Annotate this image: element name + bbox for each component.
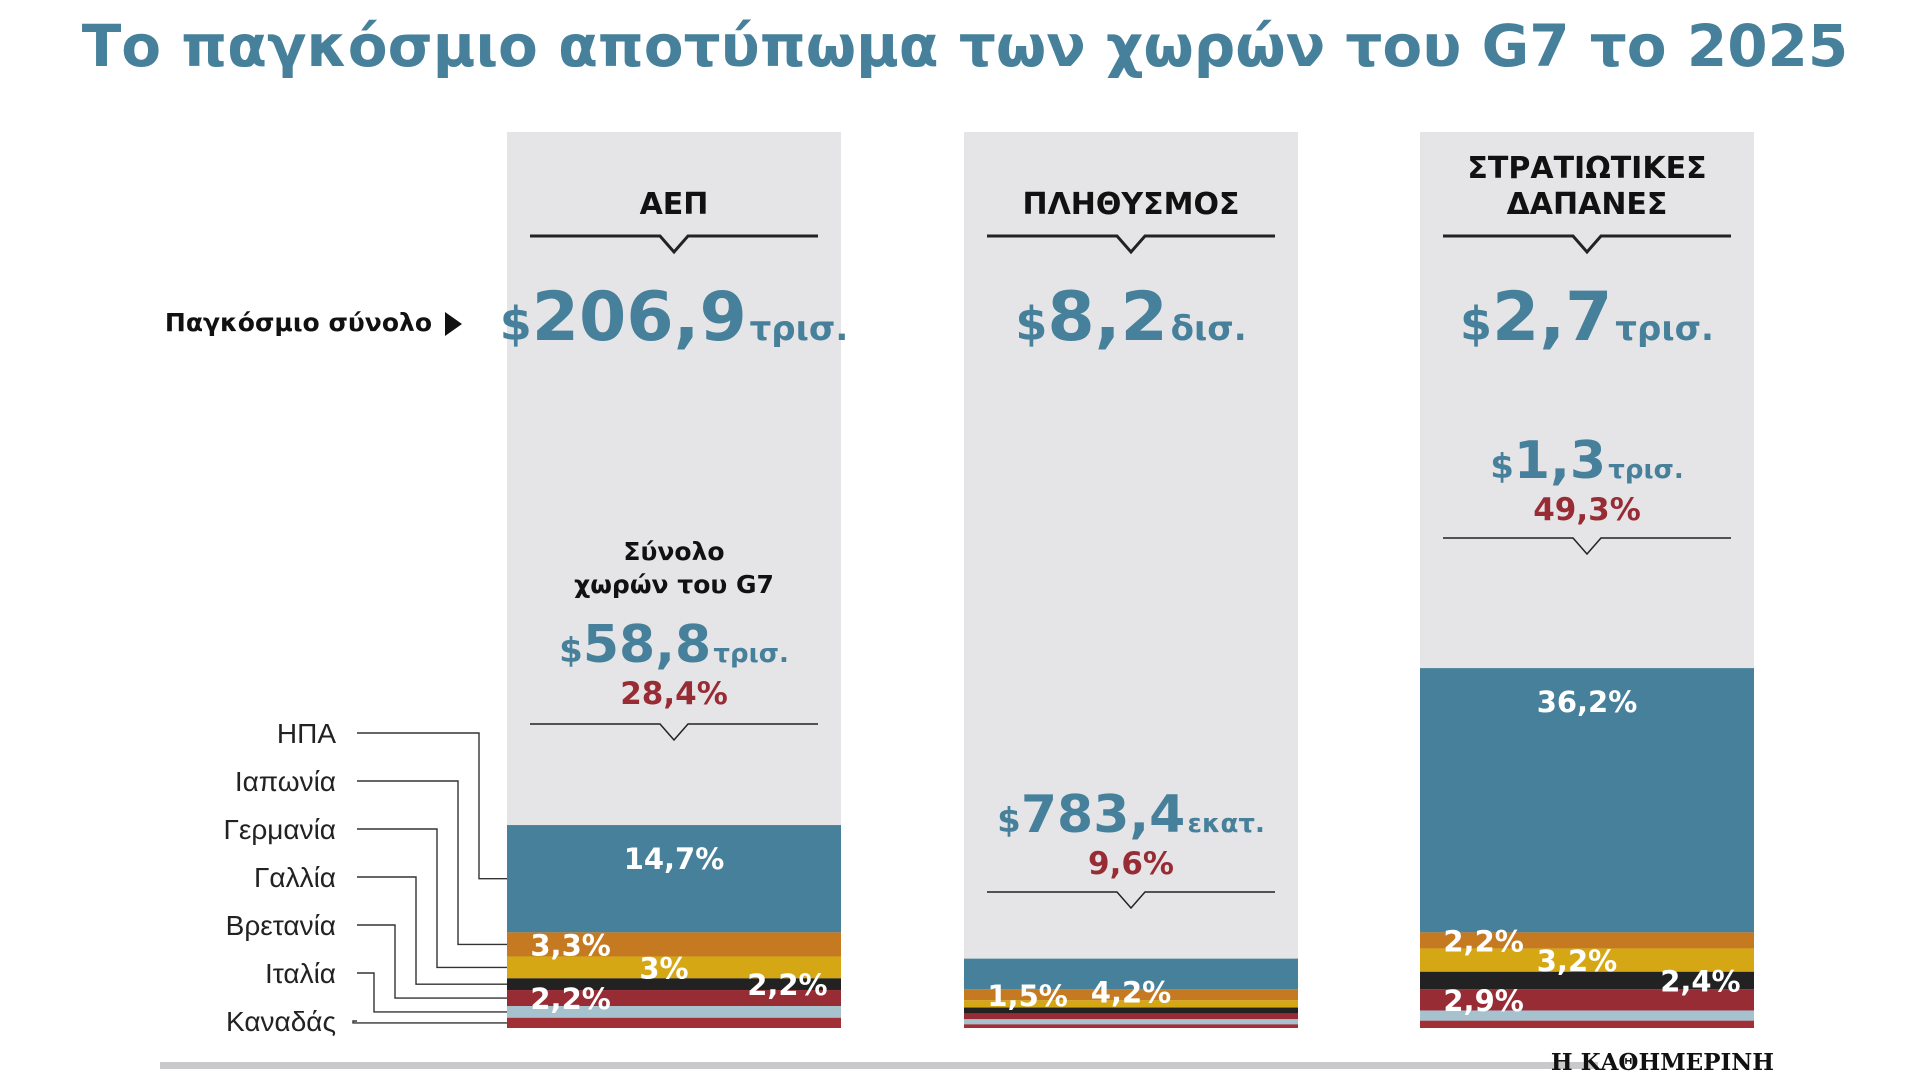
legend-connector-usa xyxy=(357,732,507,880)
bar-segment-gdp-japan xyxy=(507,932,841,957)
bar-segment-military-japan xyxy=(1420,932,1754,949)
legend-label-france: Γαλλία xyxy=(254,862,336,893)
g7-share-population: 9,6% xyxy=(1088,846,1174,882)
legend-label-usa: ΗΠΑ xyxy=(277,718,336,749)
country-legend: ΗΠΑ Ιαπωνία Γερμανία Γαλλία Βρετανία Ιταλία Κα… xyxy=(223,718,507,1037)
segment-label-population-usa: 4,2% xyxy=(1091,976,1171,1010)
header-pointer-military xyxy=(1443,234,1731,255)
panel-title-military-line1: ΣΤΡΑΤΙΩΤΙΚΕΣ xyxy=(1467,151,1706,186)
world-total-arrow-icon xyxy=(445,312,462,336)
legend-connector-france xyxy=(357,876,507,985)
segment-labels: 14,7% 3,3% 3% 2,2% 2,2% 4,2% 1,5% 36,2% 2,2% 3,2%… xyxy=(530,685,1740,1018)
legend-label-italy: Ιταλία xyxy=(265,958,336,989)
legend-connector-britain xyxy=(357,924,507,999)
world-total-military: $2,7 τρισ. xyxy=(1460,278,1714,357)
bar-segment-population-britain xyxy=(964,1013,1298,1020)
bar-segment-military-usa xyxy=(1420,668,1754,933)
bar-segment-military-canada xyxy=(1420,1020,1754,1028)
bar-segment-population-canada xyxy=(964,1024,1298,1028)
legend-connector-italy xyxy=(357,972,507,1013)
segment-label-gdp-japan: 3,3% xyxy=(530,928,610,962)
legend-label-japan: Ιαπωνία xyxy=(235,766,336,797)
bar-segment-population-germany xyxy=(964,1000,1298,1008)
source-label: Η ΚΑΘΗΜΕΡΙΝΗ xyxy=(1551,1049,1774,1076)
segment-label-military-france: 2,4% xyxy=(1660,965,1740,999)
g7-pointer-gdp xyxy=(530,723,818,742)
segment-label-military-germany: 3,2% xyxy=(1537,944,1617,978)
world-total-population: $8,2 δισ. xyxy=(1015,278,1246,357)
bar-segment-population-france xyxy=(964,1007,1298,1014)
segment-label-gdp-germany: 3% xyxy=(639,951,688,985)
g7-total-military: $1,3 τρισ. xyxy=(1490,431,1684,491)
panel-bg-population xyxy=(964,132,1298,1028)
legend-label-canada: Καναδάς xyxy=(226,1006,336,1037)
bottom-rule xyxy=(160,1062,1598,1069)
segment-label-population-japan: 1,5% xyxy=(987,979,1067,1013)
g7-share-military: 49,3% xyxy=(1533,492,1641,528)
world-total-label: Παγκόσμιο σύνολο xyxy=(165,308,432,337)
legend-connector-canada xyxy=(352,1020,507,1024)
segment-label-gdp-france: 2,2% xyxy=(747,968,827,1002)
legend-connector-japan xyxy=(357,780,507,946)
bar-segment-gdp-germany xyxy=(507,956,841,979)
header-pointer-gdp xyxy=(530,234,818,255)
g7-label-line1: Σύνολο xyxy=(623,537,724,566)
stacked-segments xyxy=(507,668,1754,1028)
bar-segment-population-japan xyxy=(964,989,1298,1001)
segment-label-military-japan: 2,2% xyxy=(1443,924,1523,958)
legend-label-germany: Γερμανία xyxy=(223,814,336,845)
header-pointer-population xyxy=(987,234,1275,255)
world-total-gdp: $206,9 τρισ. xyxy=(500,278,849,357)
segment-label-gdp-usa: 14,7% xyxy=(624,842,725,876)
segment-label-gdp-britain: 2,2% xyxy=(530,982,610,1016)
bar-segment-gdp-britain xyxy=(507,990,841,1007)
bar-segment-military-italy xyxy=(1420,1010,1754,1021)
panel-title-gdp: ΑΕΠ xyxy=(640,187,709,222)
g7-share-gdp: 28,4% xyxy=(620,676,728,712)
segment-label-military-usa: 36,2% xyxy=(1537,685,1638,719)
bar-segment-gdp-canada xyxy=(507,1017,841,1028)
bar-segment-gdp-usa xyxy=(507,825,841,933)
bar-segment-population-italy xyxy=(964,1019,1298,1025)
bar-segment-military-france xyxy=(1420,971,1754,990)
bar-segment-military-britain xyxy=(1420,989,1754,1011)
bar-segment-gdp-france xyxy=(507,978,841,991)
bar-segment-population-usa xyxy=(964,958,1298,990)
panel-title-population: ΠΛΗΘΥΣΜΟΣ xyxy=(1022,187,1239,222)
g7-label-line2: χωρών του G7 xyxy=(574,570,774,599)
legend-label-britain: Βρετανία xyxy=(226,910,336,941)
segment-label-military-britain: 2,9% xyxy=(1443,984,1523,1018)
panel-title-military-line2: ΔΑΠΑΝΕΣ xyxy=(1507,187,1668,222)
legend-connector-germany xyxy=(357,828,507,969)
g7-total-population: $783,4 εκατ. xyxy=(997,785,1265,845)
g7-total-gdp: $58,8 τρισ. xyxy=(559,615,789,675)
g7-pointer-military xyxy=(1443,537,1731,556)
bar-segment-gdp-italy xyxy=(507,1006,841,1018)
chart-title: Το παγκόσμιο αποτύπωμα των χωρών του G7 … xyxy=(82,12,1849,80)
g7-pointer-population xyxy=(987,891,1275,910)
bar-segment-military-germany xyxy=(1420,948,1754,972)
